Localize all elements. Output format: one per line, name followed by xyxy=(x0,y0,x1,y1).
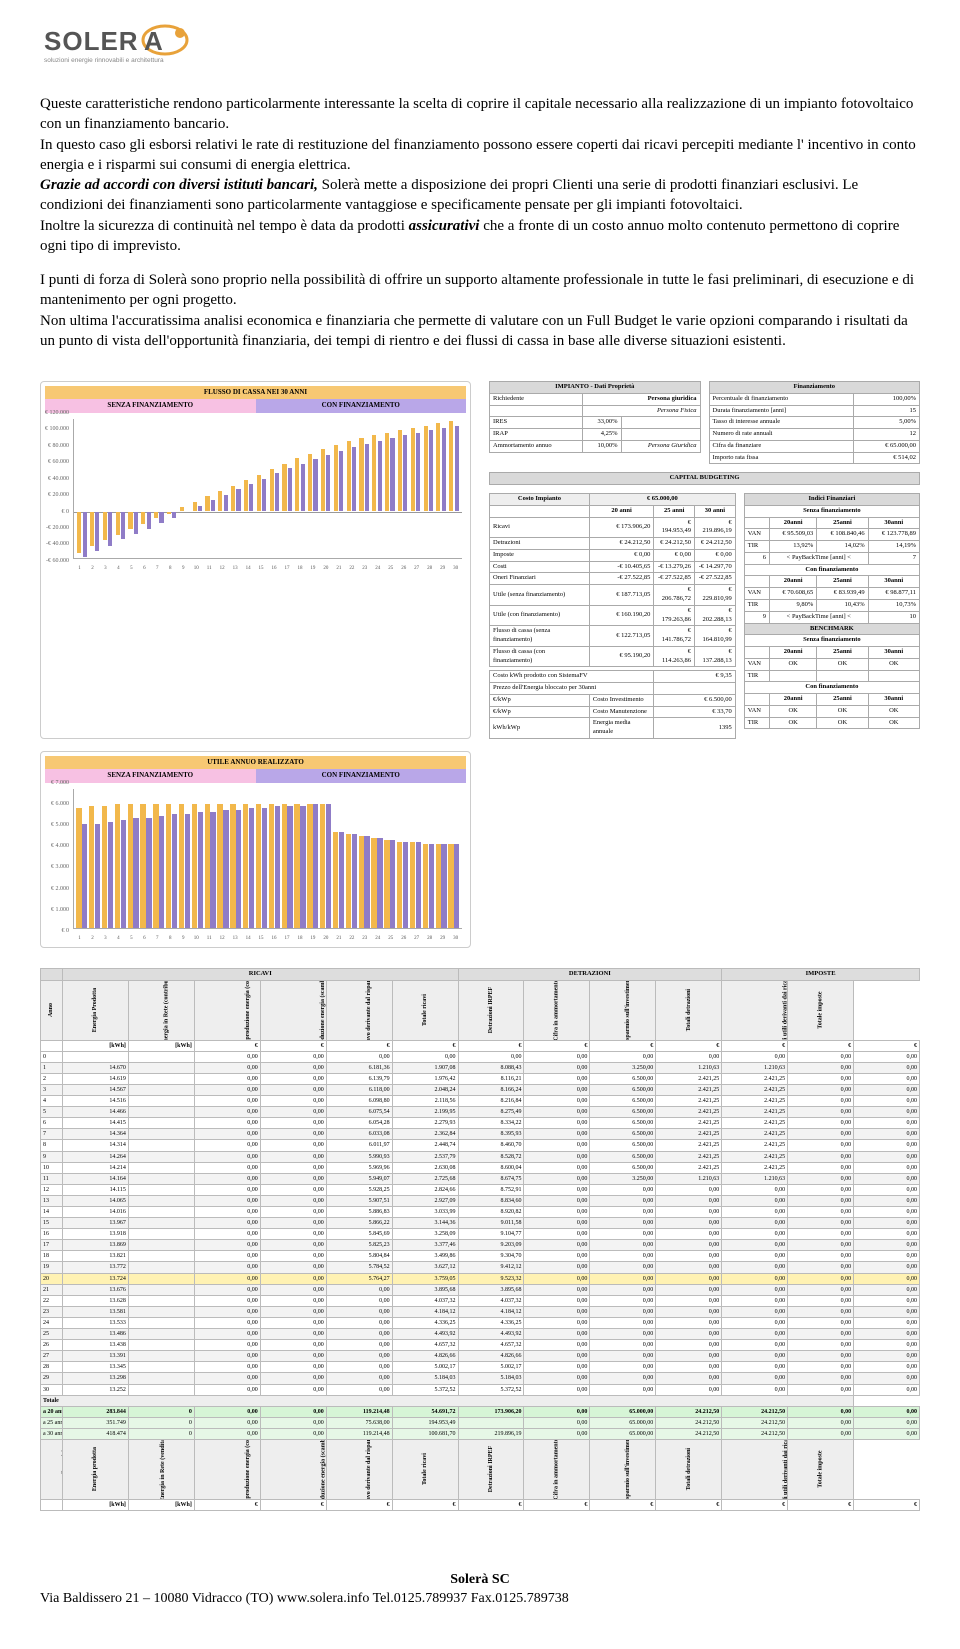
company-logo: SOLER A soluzioni energie rinnovabili e … xyxy=(40,20,920,74)
table-impianto: IMPIANTO - Dati Proprietà RichiedentePer… xyxy=(489,381,701,453)
big-table-ricavi-detrazioni-imposte: RICAVIDETRAZIONIIMPOSTEAnnoEnergia Prodo… xyxy=(40,968,920,1511)
paragraph-1: Queste caratteristiche rendono particola… xyxy=(40,94,920,256)
table-finanziamento: Finanziamento Percentuale di finanziamen… xyxy=(709,381,921,464)
svg-text:A: A xyxy=(144,26,163,56)
paragraph-2: I punti di forza di Solerà sono proprio … xyxy=(40,270,920,351)
chart-flusso-di-cassa: FLUSSO DI CASSA NEI 30 ANNI SENZA FINANZ… xyxy=(40,381,471,739)
impianto-finanziamento-tables: IMPIANTO - Dati Proprietà RichiedentePer… xyxy=(489,381,920,739)
chart-utile-annuo: UTILE ANNUO REALIZZATO SENZA FINANZIAMEN… xyxy=(40,751,471,948)
table-indici-finanziari: Indici FinanziariSenza finanziamento20an… xyxy=(744,493,920,729)
page-footer: Solerà SC Via Baldissero 21 – 10080 Vidr… xyxy=(40,1571,920,1609)
logo-tagline: soluzioni energie rinnovabili e architet… xyxy=(44,57,164,64)
table-capital-budgeting: Costo Impianto€ 65.000,0020 anni25 anni3… xyxy=(489,493,736,739)
svg-text:SOLER: SOLER xyxy=(44,26,139,56)
